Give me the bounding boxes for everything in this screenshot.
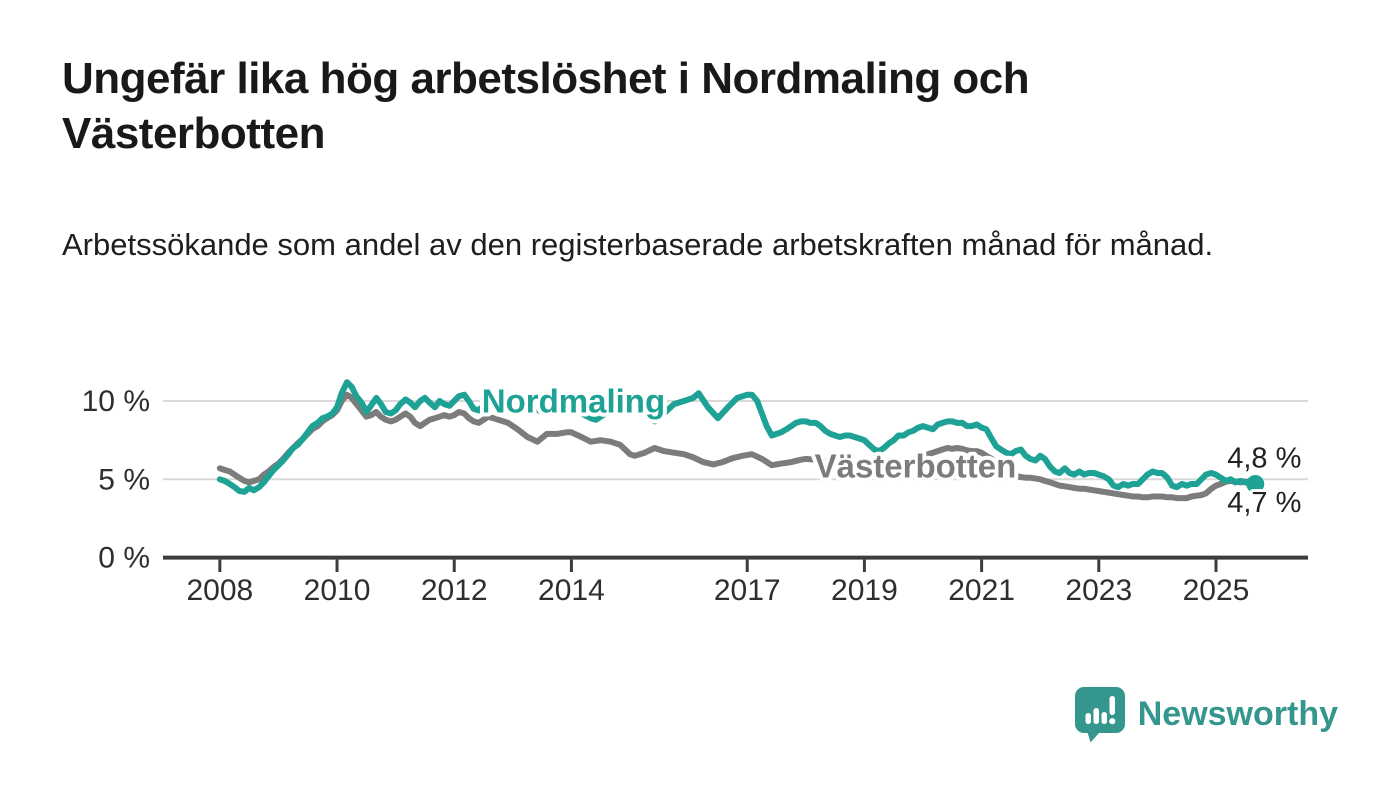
series-label-västerbotten: Västerbotten [815, 448, 1017, 485]
x-axis-tick-label: 2010 [304, 574, 371, 607]
series-line-västerbotten [216, 391, 1259, 502]
newsworthy-brand-name: Newsworthy [1137, 694, 1338, 733]
series-end-value-label-nordmaling: 4,7 % [1227, 487, 1301, 519]
x-axis-tick-label: 2023 [1065, 574, 1132, 607]
x-axis-tick-label: 2008 [186, 574, 253, 607]
x-axis-tick-label: 2019 [831, 574, 898, 607]
series-line-nordmaling [216, 379, 1259, 495]
series-end-value-label-västerbotten: 4,8 % [1227, 442, 1301, 474]
y-axis-tick-label: 10 % [82, 385, 150, 418]
x-axis-tick-label: 2021 [948, 574, 1015, 607]
chart-subtitle: Arbetssökande som andel av den registerb… [62, 227, 1214, 262]
newsworthy-logo-icon [1074, 687, 1125, 742]
x-axis-tick-label: 2012 [421, 574, 488, 607]
y-axis-tick-label: 5 % [98, 463, 150, 496]
series-label-nordmaling: Nordmaling [482, 383, 665, 420]
newsworthy-logo: Newsworthy [1074, 686, 1338, 742]
chart-title: Ungefär lika hög arbetslöshet i Nordmali… [62, 54, 1030, 158]
series-end-dot-nordmaling [1246, 474, 1265, 493]
x-axis-tick-label: 2017 [714, 574, 781, 607]
x-axis-tick-label: 2014 [538, 574, 605, 607]
x-axis-tick-label: 2025 [1183, 574, 1250, 607]
y-axis-tick-label: 0 % [98, 542, 150, 575]
